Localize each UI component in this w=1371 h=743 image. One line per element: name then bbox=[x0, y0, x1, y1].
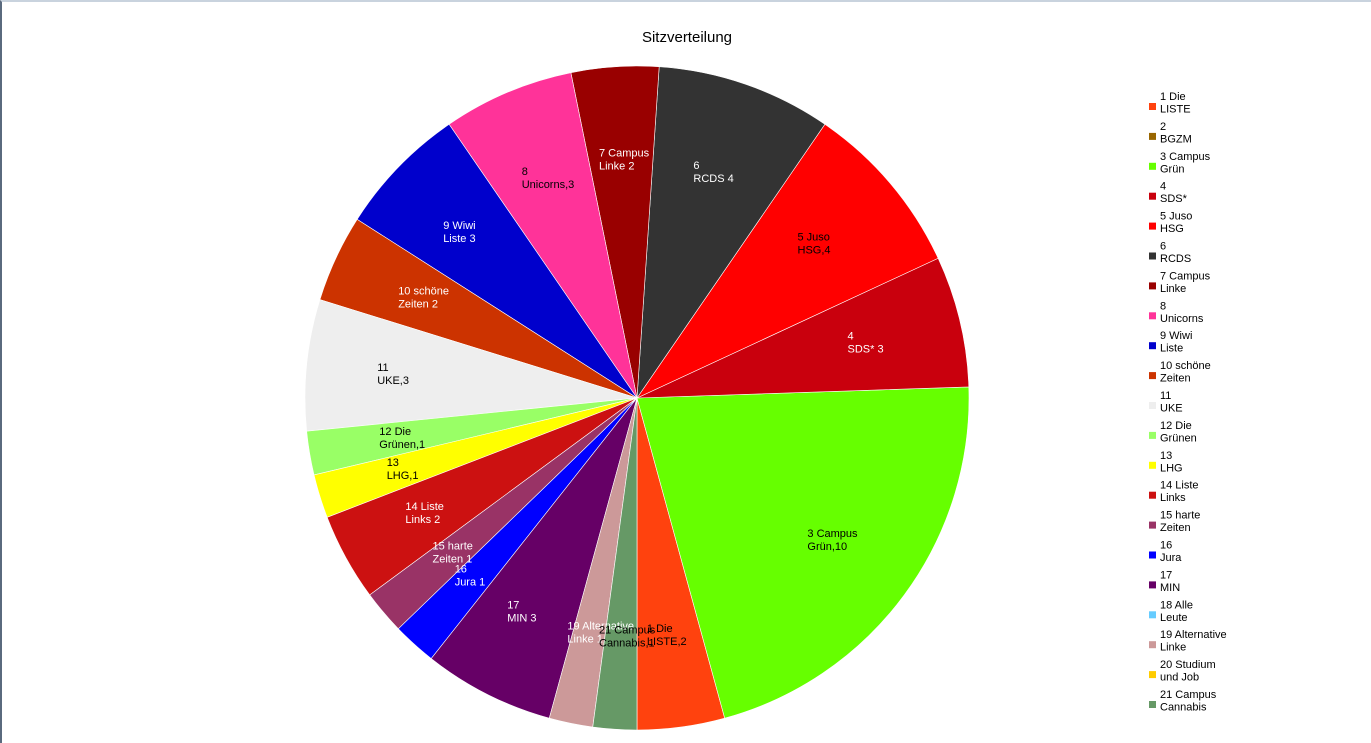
legend-item-13: 13 LHG bbox=[1149, 450, 1183, 475]
legend-swatch-17 bbox=[1149, 581, 1156, 589]
slice-label-12: 12 Die Grünen,1 bbox=[379, 426, 425, 451]
legend-swatch-6 bbox=[1149, 252, 1156, 260]
legend-swatch-19 bbox=[1149, 641, 1156, 649]
legend-swatch-16 bbox=[1149, 551, 1156, 559]
legend-label-16: 16 Jura bbox=[1160, 540, 1182, 565]
legend-swatch-7 bbox=[1149, 282, 1156, 290]
legend-label-11: 11 UKE bbox=[1160, 390, 1183, 415]
slice-label-4: 4 SDS* 3 bbox=[848, 331, 884, 356]
slice-label-21: 21 Campus Cannabis,1 bbox=[599, 625, 656, 650]
legend-swatch-18 bbox=[1149, 611, 1156, 619]
legend-swatch-11 bbox=[1149, 402, 1156, 409]
pie-slice-8 bbox=[448, 72, 638, 399]
legend-label-14: 14 Liste Links bbox=[1160, 480, 1199, 505]
legend-item-20: 20 Studium und Job bbox=[1149, 659, 1216, 684]
chart-legend: 1 Die LISTE 2 BGZM 3 Campus Grün 4 SDS* 5 Juso HS… bbox=[1149, 91, 1227, 714]
legend-swatch-1 bbox=[1149, 103, 1156, 110]
legend-swatch-20 bbox=[1149, 671, 1156, 679]
legend-swatch-15 bbox=[1149, 521, 1156, 529]
pie-slice-5 bbox=[636, 123, 939, 399]
legend-item-3: 3 Campus Grün bbox=[1149, 151, 1211, 176]
slice-label-16: 16 Jura 1 bbox=[455, 563, 486, 588]
legend-item-21: 21 Campus Cannabis bbox=[1149, 689, 1217, 714]
pie-slice-11 bbox=[304, 299, 638, 432]
legend-item-10: 10 schöne Zeiten bbox=[1149, 360, 1211, 385]
legend-swatch-2 bbox=[1149, 132, 1156, 140]
pie-slices bbox=[304, 65, 970, 731]
legend-label-12: 12 Die Grünen bbox=[1160, 420, 1197, 445]
legend-swatch-12 bbox=[1149, 431, 1156, 439]
legend-item-11: 11 UKE bbox=[1149, 390, 1183, 415]
slice-label-14: 14 Liste Links 2 bbox=[405, 501, 444, 526]
slice-label-11: 11 UKE,3 bbox=[377, 362, 409, 387]
legend-swatch-5 bbox=[1149, 222, 1156, 230]
legend-swatch-21 bbox=[1149, 701, 1156, 708]
pie-slice-labels: 1 Die LISTE,2 3 Campus Grün,10 4 SDS* 3 5 Juso… bbox=[377, 148, 883, 650]
slice-label-7: 7 Campus Linke 2 bbox=[599, 148, 650, 173]
legend-label-20: 20 Studium und Job bbox=[1160, 659, 1216, 684]
legend-item-17: 17 MIN bbox=[1149, 569, 1180, 594]
legend-item-7: 7 Campus Linke bbox=[1149, 270, 1211, 295]
legend-item-12: 12 Die Grünen bbox=[1149, 420, 1197, 445]
chart-title: Sitzverteilung bbox=[642, 29, 732, 46]
pie-slice-3 bbox=[636, 386, 970, 719]
slice-label-1: 1 Die LISTE,2 bbox=[647, 623, 687, 648]
slice-label-8: 8 Unicorns,3 bbox=[522, 166, 575, 191]
pie-slice-9 bbox=[356, 123, 638, 399]
legend-label-19: 19 Alternative Linke bbox=[1160, 629, 1227, 654]
legend-label-17: 17 MIN bbox=[1160, 569, 1180, 594]
legend-swatch-8 bbox=[1149, 312, 1156, 320]
legend-label-3: 3 Campus Grün bbox=[1160, 151, 1211, 176]
slice-label-6: 6 RCDS 4 bbox=[693, 160, 733, 185]
legend-swatch-10 bbox=[1149, 372, 1156, 380]
legend-label-18: 18 Alle Leute bbox=[1160, 599, 1193, 624]
legend-swatch-3 bbox=[1149, 162, 1156, 170]
legend-label-13: 13 LHG bbox=[1160, 450, 1183, 475]
legend-label-1: 1 Die LISTE bbox=[1160, 91, 1191, 116]
legend-item-8: 8 Unicorns bbox=[1149, 300, 1204, 325]
legend-label-4: 4 SDS* bbox=[1160, 181, 1188, 206]
legend-label-9: 9 Wiwi Liste bbox=[1160, 330, 1192, 355]
slice-label-5: 5 Juso HSG,4 bbox=[798, 232, 831, 257]
slice-label-15: 15 harte Zeiten 1 bbox=[433, 540, 473, 565]
legend-label-7: 7 Campus Linke bbox=[1160, 270, 1211, 295]
slice-label-19: 19 Alternative Linke 1 bbox=[567, 620, 634, 645]
legend-label-5: 5 Juso HSG bbox=[1160, 211, 1192, 236]
legend-item-19: 19 Alternative Linke bbox=[1149, 629, 1227, 654]
legend-swatch-9 bbox=[1149, 342, 1156, 350]
legend-item-14: 14 Liste Links bbox=[1149, 480, 1199, 505]
pie-slice-6 bbox=[636, 66, 826, 400]
legend-item-15: 15 harte Zeiten bbox=[1149, 510, 1200, 535]
legend-label-6: 6 RCDS bbox=[1160, 241, 1191, 266]
legend-label-15: 15 harte Zeiten bbox=[1160, 510, 1200, 535]
legend-label-10: 10 schöne Zeiten bbox=[1160, 360, 1211, 385]
slice-label-13: 13 LHG,1 bbox=[387, 457, 419, 482]
pie-slice-4 bbox=[636, 257, 970, 399]
slice-label-3: 3 Campus Grün,10 bbox=[807, 528, 858, 553]
legend-swatch-4 bbox=[1149, 192, 1156, 200]
legend-item-9: 9 Wiwi Liste bbox=[1149, 330, 1192, 355]
pie-slice-21 bbox=[592, 397, 638, 731]
legend-label-21: 21 Campus Cannabis bbox=[1160, 689, 1217, 714]
legend-item-6: 6 RCDS bbox=[1149, 241, 1191, 266]
legend-item-5: 5 Juso HSG bbox=[1149, 211, 1192, 236]
legend-label-2: 2 BGZM bbox=[1160, 121, 1192, 146]
slice-label-10: 10 schöne Zeiten 2 bbox=[398, 285, 449, 310]
legend-item-18: 18 Alle Leute bbox=[1149, 599, 1193, 624]
legend-swatch-14 bbox=[1149, 491, 1156, 499]
legend-label-8: 8 Unicorns bbox=[1160, 300, 1204, 325]
legend-item-4: 4 SDS* bbox=[1149, 181, 1188, 206]
legend-swatch-13 bbox=[1149, 461, 1156, 469]
legend-item-2: 2 BGZM bbox=[1149, 121, 1192, 146]
pie-slice-17 bbox=[430, 397, 638, 719]
slice-label-17: 17 MIN 3 bbox=[507, 599, 536, 624]
legend-item-16: 16 Jura bbox=[1149, 540, 1182, 565]
slice-label-9: 9 Wiwi Liste 3 bbox=[443, 220, 475, 245]
legend-item-1: 1 Die LISTE bbox=[1149, 91, 1191, 116]
